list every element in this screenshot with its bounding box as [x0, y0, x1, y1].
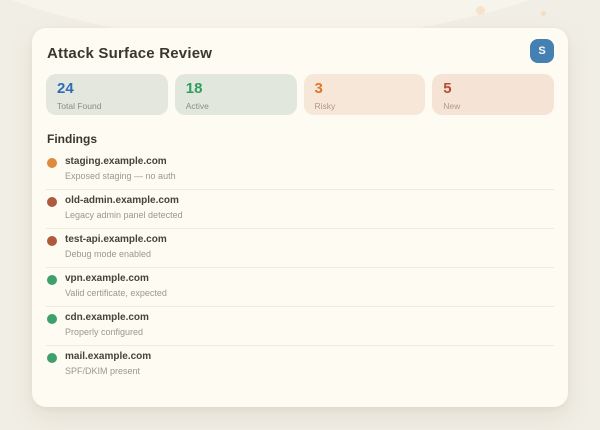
stat-card-risky: 3 Risky [303, 74, 426, 115]
finding-row-vpn[interactable]: vpn.example.com Valid certificate, expec… [46, 268, 554, 307]
card-header: Attack Surface Review S [32, 28, 568, 63]
stat-card-active: 18 Active [174, 74, 297, 115]
finding-domain: old-admin.example.com [65, 195, 179, 206]
status-dot-icon [47, 236, 57, 246]
finding-text: vpn.example.com Valid certificate, expec… [65, 273, 167, 299]
finding-row-test-api[interactable]: test-api.example.com Debug mode enabled [46, 229, 554, 268]
finding-text: staging.example.com Exposed staging — no… [65, 156, 176, 182]
status-dot-icon [47, 353, 57, 363]
finding-text: cdn.example.com Properly configured [65, 312, 149, 338]
status-dot-icon [47, 275, 57, 285]
finding-domain: test-api.example.com [65, 234, 167, 245]
stat-value: 24 [57, 80, 74, 97]
finding-domain: staging.example.com [65, 156, 167, 167]
finding-text: old-admin.example.com Legacy admin panel… [65, 195, 183, 221]
status-dot-icon [47, 158, 57, 168]
decorative-dot [541, 11, 546, 16]
finding-domain: vpn.example.com [65, 273, 149, 284]
decorative-dot [476, 6, 485, 15]
attack-surface-card: Attack Surface Review S 24 Total Found 1… [32, 28, 568, 407]
finding-note: Legacy admin panel detected [65, 210, 183, 220]
avatar[interactable]: S [530, 39, 554, 63]
finding-row-mail[interactable]: mail.example.com SPF/DKIM present [46, 346, 554, 384]
finding-row-old-admin[interactable]: old-admin.example.com Legacy admin panel… [46, 190, 554, 229]
stat-card-total-found: 24 Total Found [46, 74, 168, 115]
findings-heading: Findings [47, 132, 97, 146]
finding-domain: mail.example.com [65, 351, 152, 362]
stat-label: New [443, 101, 461, 111]
finding-note: Exposed staging — no auth [65, 171, 176, 181]
finding-note: SPF/DKIM present [65, 366, 141, 376]
findings-list: staging.example.com Exposed staging — no… [32, 151, 568, 384]
finding-text: mail.example.com SPF/DKIM present [65, 351, 151, 377]
stat-value: 3 [314, 80, 323, 97]
page-title: Attack Surface Review [47, 44, 213, 62]
finding-text: test-api.example.com Debug mode enabled [65, 234, 167, 260]
stat-label: Risky [314, 101, 336, 111]
finding-note: Properly configured [65, 327, 144, 337]
status-dot-icon [47, 314, 57, 324]
finding-note: Valid certificate, expected [65, 288, 167, 298]
stat-card-new: 5 New [432, 74, 554, 115]
stat-label: Active [185, 101, 209, 111]
stats-row: 24 Total Found 18 Active 3 Risky 5 New [32, 63, 568, 115]
finding-row-cdn[interactable]: cdn.example.com Properly configured [46, 307, 554, 346]
stat-value: 18 [185, 80, 203, 97]
finding-domain: cdn.example.com [65, 312, 149, 323]
finding-row-staging[interactable]: staging.example.com Exposed staging — no… [46, 151, 554, 190]
stat-label: Total Found [57, 101, 102, 111]
status-dot-icon [47, 197, 57, 207]
finding-note: Debug mode enabled [65, 249, 152, 259]
stat-value: 5 [443, 80, 452, 97]
